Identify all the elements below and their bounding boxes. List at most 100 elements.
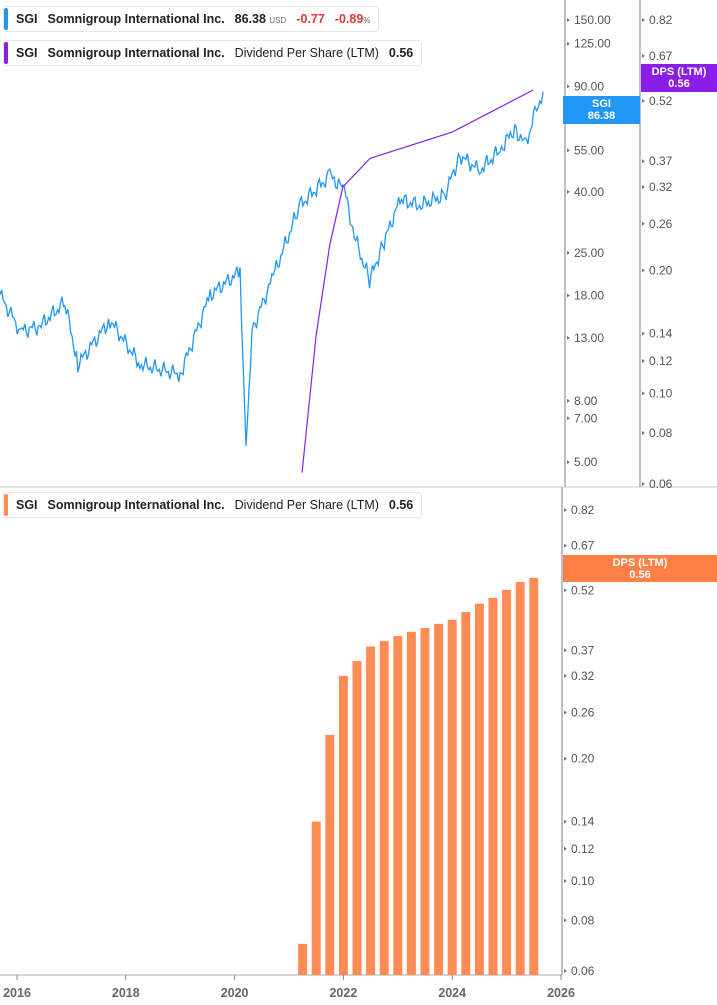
price-line: [0, 91, 544, 446]
dps-legend-bottom[interactable]: SGI Somnigroup International Inc. Divide…: [3, 492, 423, 518]
tick-mark: [567, 189, 570, 194]
legend-price: 86.38: [234, 12, 266, 26]
dps-bar: [338, 675, 348, 975]
tick-mark: [564, 588, 567, 593]
tick-mark: [564, 819, 567, 824]
dps-bar: [366, 646, 376, 975]
dps-tick-label: 0.20: [649, 263, 673, 277]
price-tick-label: 125.00: [574, 37, 611, 51]
dps-bar: [420, 627, 430, 975]
dps-badge-label: DPS (LTM): [651, 66, 707, 78]
tick-mark: [564, 710, 567, 715]
price-tick-label: 40.00: [574, 185, 604, 199]
tick-mark: [642, 184, 645, 189]
tick-mark: [564, 846, 567, 851]
bar-tick-label: 0.32: [571, 669, 595, 683]
dps-bar: [379, 641, 389, 975]
tick-mark: [642, 359, 645, 364]
tick-mark: [567, 18, 570, 22]
dps-bar: [434, 623, 444, 975]
legend-value: 0.56: [388, 46, 414, 60]
dps-badge-value: 0.56: [629, 569, 651, 581]
tick-mark: [564, 918, 567, 923]
tick-mark: [564, 648, 567, 653]
tick-mark: [642, 159, 645, 164]
dps-bar: [311, 821, 321, 975]
tick-mark: [642, 221, 645, 226]
price-badge-value: 86.38: [587, 110, 616, 122]
dps-legend-top[interactable]: SGI Somnigroup International Inc. Divide…: [3, 40, 423, 66]
tick-mark: [564, 508, 567, 512]
bar-tick-label: 0.08: [571, 913, 595, 927]
dps-bar: [447, 619, 457, 975]
tick-mark: [642, 430, 645, 435]
bar-tick-label: 0.67: [571, 539, 595, 553]
tick-mark: [642, 268, 645, 273]
dps-bar: [325, 734, 335, 975]
x-tick-label: 2024: [438, 986, 466, 1000]
tick-mark: [642, 331, 645, 336]
legend-ticker: SGI: [16, 498, 38, 512]
series-color-marker: [4, 42, 8, 64]
x-tick-label: 2026: [547, 986, 575, 1000]
bar-tick-label: 0.26: [571, 705, 595, 719]
x-tick-label: 2022: [329, 986, 357, 1000]
tick-mark: [642, 391, 645, 396]
dps-bar: [461, 611, 471, 975]
tick-mark: [567, 293, 570, 298]
tick-mark: [567, 335, 570, 340]
legend-metric: Dividend Per Share (LTM): [234, 498, 379, 512]
legend-company: Somnigroup International Inc.: [47, 46, 225, 60]
series-color-marker: [4, 8, 8, 30]
tick-mark: [642, 98, 645, 103]
legend-metric: Dividend Per Share (LTM): [234, 46, 379, 60]
tick-mark: [567, 148, 570, 153]
tick-mark: [567, 250, 570, 255]
legend-change: -0.77: [296, 12, 325, 26]
legend-value: 0.56: [388, 498, 414, 512]
dps-line: [301, 89, 534, 473]
dps-tick-label: 0.67: [649, 49, 673, 63]
bar-tick-label: 0.10: [571, 874, 595, 888]
dps-badge-value: 0.56: [668, 78, 690, 90]
dps-bar: [529, 577, 539, 975]
price-badge-label: SGI: [592, 98, 611, 110]
dps-tick-label: 0.82: [649, 13, 673, 27]
tick-mark: [567, 416, 570, 421]
tick-mark: [564, 878, 567, 883]
bar-tick-label: 0.20: [571, 752, 595, 766]
dps-tick-label: 0.52: [649, 94, 673, 108]
tick-mark: [564, 756, 567, 761]
price-legend[interactable]: SGI Somnigroup International Inc. 86.38 …: [3, 6, 380, 32]
dps-tick-label: 0.26: [649, 217, 673, 231]
price-tick-label: 55.00: [574, 143, 604, 157]
dps-bar: [488, 597, 498, 975]
bar-tick-label: 0.82: [571, 503, 595, 517]
tick-mark: [567, 84, 570, 89]
dps-bar: [502, 589, 512, 975]
dps-badge-label: DPS (LTM): [612, 557, 668, 569]
price-tick-label: 13.00: [574, 331, 604, 345]
dps-tick-label: 0.32: [649, 180, 673, 194]
bar-tick-label: 0.06: [571, 964, 595, 978]
dps-bar: [406, 631, 416, 975]
legend-change-pct: -0.89: [334, 12, 364, 26]
price-tick-label: 5.00: [574, 455, 598, 469]
price-tick-label: 90.00: [574, 79, 604, 93]
dps-bar: [515, 582, 525, 975]
dps-bar: [393, 636, 403, 975]
tick-mark: [567, 460, 570, 464]
price-tick-label: 7.00: [574, 411, 598, 425]
legend-currency: USD: [269, 16, 287, 25]
price-badge: SGI 86.38: [563, 96, 640, 124]
x-tick-label: 2016: [3, 986, 31, 1000]
dps-badge-top: DPS (LTM) 0.56: [641, 64, 717, 92]
dps-tick-label: 0.06: [649, 477, 673, 491]
dps-tick-label: 0.10: [649, 386, 673, 400]
bar-tick-label: 0.14: [571, 815, 595, 829]
dps-badge-bottom: DPS (LTM) 0.56: [563, 555, 717, 582]
tick-mark: [642, 53, 645, 58]
tick-mark: [564, 543, 567, 548]
